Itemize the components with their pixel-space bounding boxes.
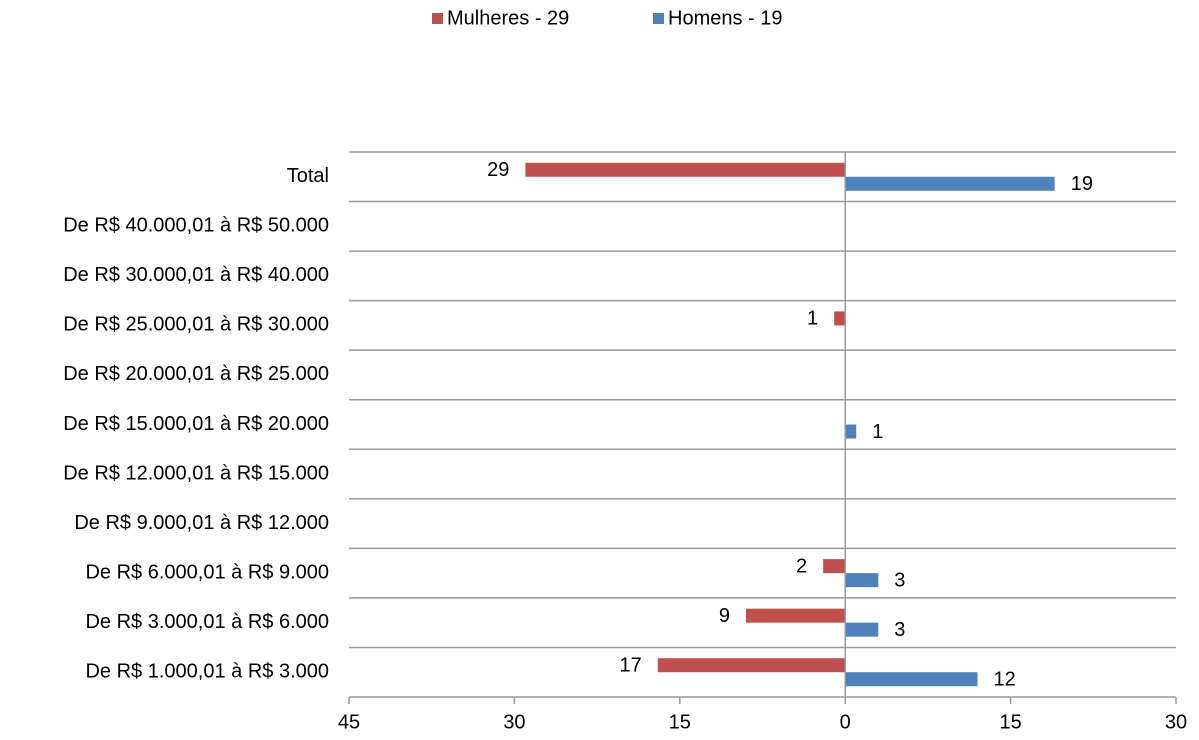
legend-label: Homens - 19 [668,7,783,29]
data-label: 29 [487,159,509,181]
y-tick-label: De R$ 1.000,01 à R$ 3.000 [85,661,329,683]
data-label: 19 [1071,173,1093,195]
bar [525,162,846,177]
bar [834,311,846,326]
data-label: 17 [619,655,641,677]
y-tick-label: De R$ 12.000,01 à R$ 15.000 [63,462,329,484]
bar [823,559,846,574]
y-tick-label: De R$ 9.000,01 à R$ 12.000 [74,512,329,534]
data-label: 3 [894,569,905,591]
bar [845,622,879,637]
bar [845,573,879,588]
x-tick-label: 30 [1165,711,1187,733]
legend-swatch [653,13,664,24]
bar [657,658,846,673]
y-tick-label: Total [287,165,329,187]
data-label: 1 [872,421,883,443]
x-tick-label: 0 [840,711,851,733]
bar [845,176,1055,191]
y-tick-label: De R$ 3.000,01 à R$ 6.000 [85,611,329,633]
y-tick-label: De R$ 20.000,01 à R$ 25.000 [63,363,329,385]
x-tick-label: 30 [503,711,525,733]
bar [845,672,978,687]
x-tick-label: 45 [338,711,360,733]
data-label: 2 [796,555,807,577]
data-label: 12 [994,669,1016,691]
y-tick-label: De R$ 25.000,01 à R$ 30.000 [63,314,329,336]
data-label: 1 [807,308,818,330]
bar [745,608,846,623]
bar [845,424,857,439]
x-tick-label: 15 [999,711,1021,733]
data-label: 9 [719,605,730,627]
y-tick-label: De R$ 30.000,01 à R$ 40.000 [63,264,329,286]
legend-swatch [432,13,443,24]
y-tick-label: De R$ 40.000,01 à R$ 50.000 [63,215,329,237]
data-label: 3 [894,619,905,641]
y-tick-label: De R$ 15.000,01 à R$ 20.000 [63,413,329,435]
legend-label: Mulheres - 29 [447,7,569,29]
y-tick-label: De R$ 6.000,01 à R$ 9.000 [85,561,329,583]
x-tick-label: 15 [669,711,691,733]
